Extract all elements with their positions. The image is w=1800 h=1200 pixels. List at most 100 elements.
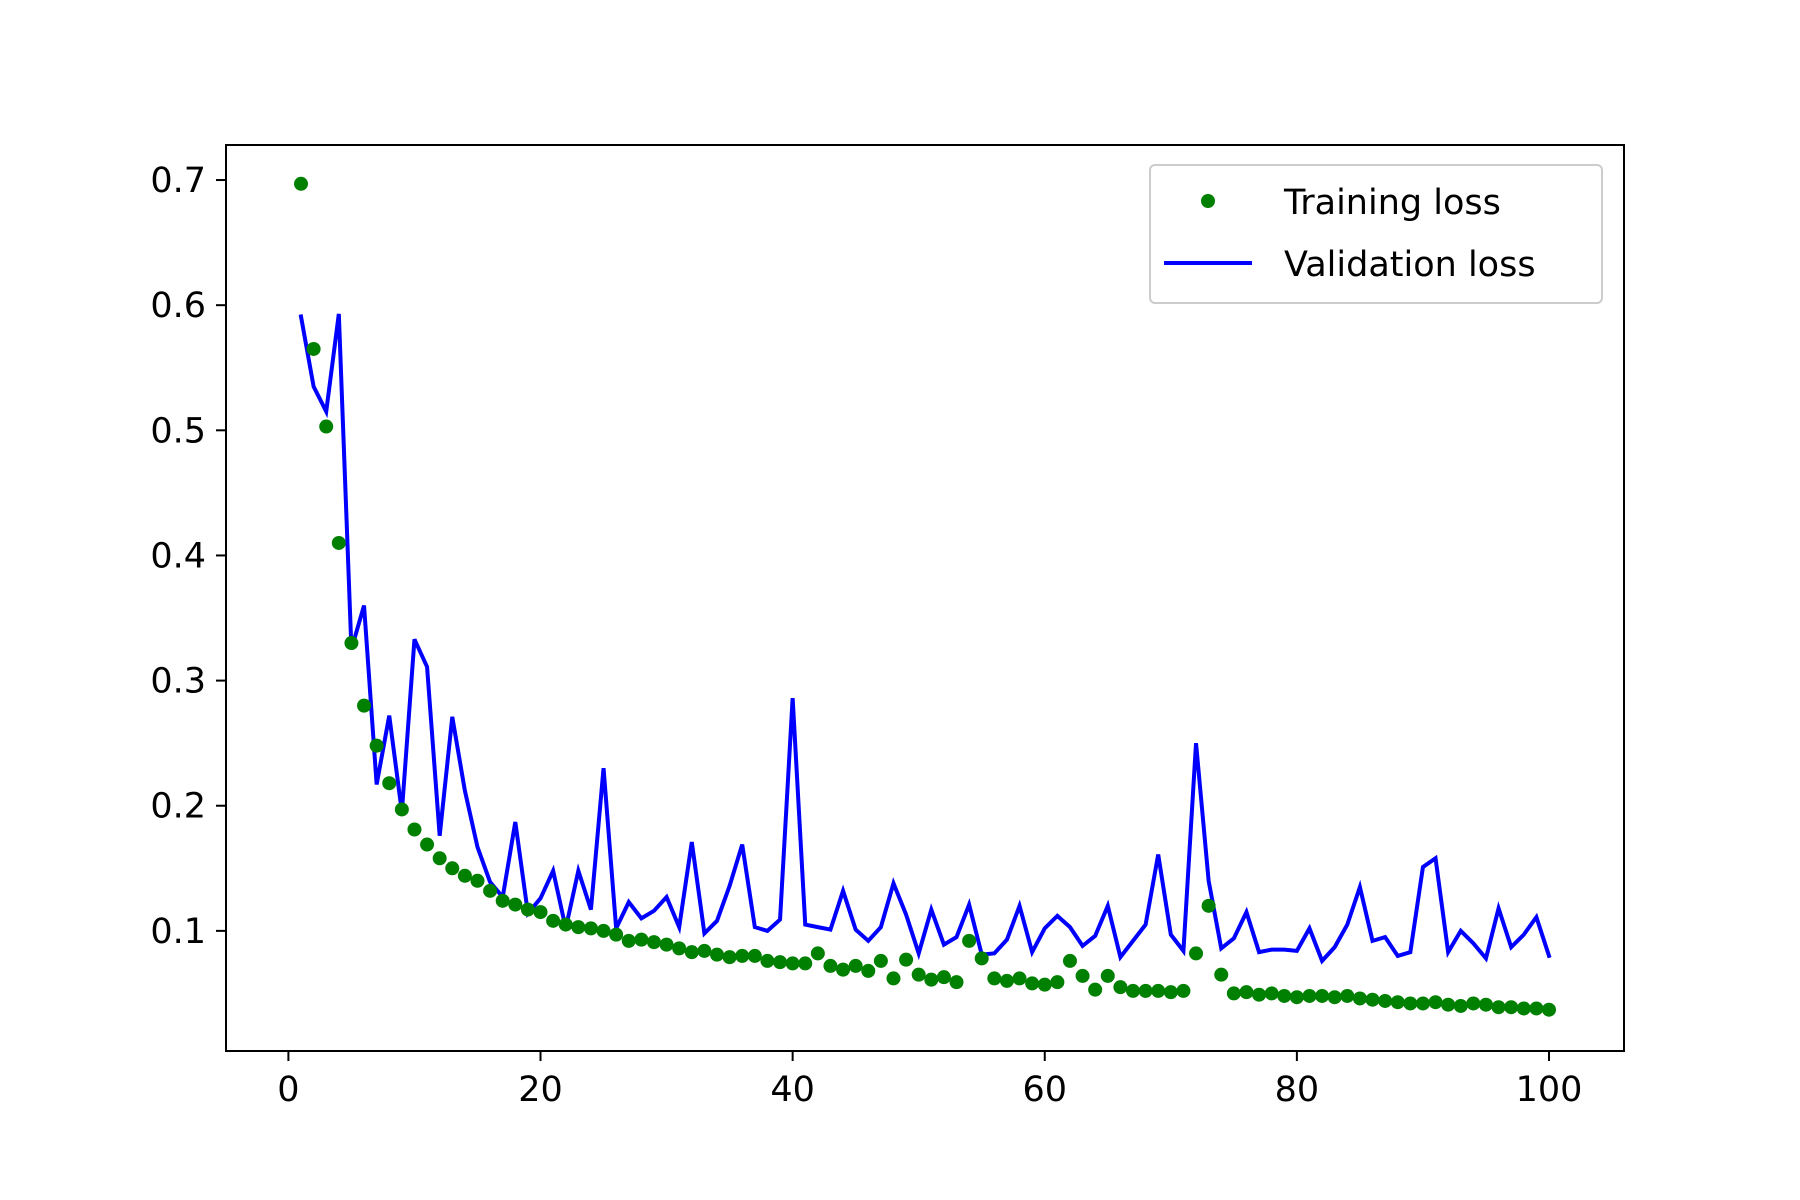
- training-loss-point: [432, 851, 447, 866]
- y-tick-label: 0.2: [150, 787, 206, 827]
- training-loss-point: [962, 933, 977, 948]
- legend-box: [1149, 164, 1603, 304]
- training-loss-point: [1113, 980, 1128, 995]
- legend-training-marker: [1201, 194, 1215, 208]
- training-loss-point: [319, 419, 334, 434]
- training-loss-point: [1151, 983, 1166, 998]
- training-loss-point: [987, 971, 1002, 986]
- training-loss-point: [823, 958, 838, 973]
- training-loss-point: [1163, 985, 1178, 1000]
- training-loss-point: [1415, 996, 1430, 1011]
- training-loss-point: [1239, 985, 1254, 1000]
- training-loss-point: [394, 802, 409, 817]
- training-loss-point: [785, 956, 800, 971]
- training-loss-point: [420, 837, 435, 852]
- training-loss-point: [697, 943, 712, 958]
- training-loss-point: [1201, 898, 1216, 913]
- training-loss-point: [1088, 982, 1103, 997]
- validation-loss-line: [298, 313, 1552, 965]
- training-loss-point: [836, 962, 851, 977]
- training-loss-point: [457, 868, 472, 883]
- training-loss-point: [445, 861, 460, 876]
- training-loss-point: [520, 902, 535, 917]
- training-loss-point: [735, 948, 750, 963]
- x-tick-label: 100: [1516, 1070, 1583, 1110]
- training-loss-point: [1403, 996, 1418, 1011]
- training-loss-point: [609, 927, 624, 942]
- y-tick-label: 0.1: [150, 912, 206, 952]
- training-loss-point: [798, 956, 813, 971]
- training-loss-point: [1189, 946, 1204, 961]
- training-loss-point: [1138, 983, 1153, 998]
- training-loss-point: [773, 955, 788, 970]
- training-loss-point: [1302, 988, 1317, 1003]
- training-loss-point: [1352, 991, 1367, 1006]
- training-loss-point: [1050, 975, 1065, 990]
- training-loss-point: [621, 933, 636, 948]
- training-loss-point: [1100, 968, 1115, 983]
- training-loss-point: [1441, 997, 1456, 1012]
- training-loss-point: [659, 937, 674, 952]
- training-loss-point: [899, 952, 914, 967]
- training-loss-point: [747, 948, 762, 963]
- training-loss-point: [886, 971, 901, 986]
- training-loss-point: [722, 950, 737, 965]
- legend-validation-label: Validation loss: [1284, 245, 1536, 285]
- x-axis: 0 20 40 60 80 100: [277, 1051, 1582, 1110]
- training-loss-point: [861, 963, 876, 978]
- training-loss-point: [634, 932, 649, 947]
- training-loss-point: [558, 917, 573, 932]
- training-loss-point: [1504, 1000, 1519, 1015]
- training-loss-point: [407, 822, 422, 837]
- training-loss-point: [1327, 990, 1342, 1005]
- training-loss-point: [999, 973, 1014, 988]
- training-loss-point: [533, 905, 548, 920]
- training-loss-point: [294, 176, 309, 191]
- training-loss-point: [583, 921, 598, 936]
- training-loss-point: [974, 951, 989, 966]
- x-tick-label: 60: [1022, 1070, 1067, 1110]
- legend-training-label: Training loss: [1283, 183, 1501, 223]
- training-loss-point: [1365, 992, 1380, 1007]
- training-loss-point: [1289, 990, 1304, 1005]
- training-loss-point: [936, 970, 951, 985]
- training-loss-point: [646, 935, 661, 950]
- training-loss-point: [1012, 971, 1027, 986]
- plot-area: [294, 176, 1556, 1017]
- training-loss-point: [710, 947, 725, 962]
- training-loss-point: [672, 941, 687, 956]
- training-loss-point: [1529, 1001, 1544, 1016]
- training-loss-point: [344, 636, 359, 651]
- training-loss-point: [1226, 986, 1241, 1001]
- y-axis: 0.1 0.2 0.3 0.4 0.5 0.6 0.7: [150, 161, 226, 952]
- training-loss-point: [684, 945, 699, 960]
- training-loss-point: [495, 893, 510, 908]
- legend: Training loss Validation loss: [1149, 164, 1603, 304]
- training-loss-point: [596, 923, 611, 938]
- training-loss-point: [1214, 967, 1229, 982]
- training-loss-point: [1516, 1001, 1531, 1016]
- training-loss-point: [1062, 953, 1077, 968]
- training-loss-point: [1025, 976, 1040, 991]
- training-loss-point: [1277, 988, 1292, 1003]
- axes-frame: [225, 144, 1625, 1052]
- training-loss-point: [357, 698, 372, 713]
- training-loss-point: [848, 958, 863, 973]
- training-loss-point: [1390, 995, 1405, 1010]
- training-loss-point: [571, 920, 586, 935]
- training-loss-point: [1264, 986, 1279, 1001]
- training-loss-point: [1428, 995, 1443, 1010]
- training-loss-point: [1340, 988, 1355, 1003]
- training-loss-point: [470, 873, 485, 888]
- y-tick-label: 0.7: [150, 161, 206, 201]
- training-loss-point: [810, 946, 825, 961]
- training-loss-point: [1037, 977, 1052, 992]
- training-loss-point: [924, 972, 939, 987]
- training-loss-point: [1378, 993, 1393, 1008]
- x-tick-label: 0: [277, 1070, 299, 1110]
- training-loss-point: [1478, 997, 1493, 1012]
- training-loss-point: [1491, 1000, 1506, 1015]
- training-loss-point: [483, 883, 498, 898]
- x-tick-label: 80: [1275, 1070, 1320, 1110]
